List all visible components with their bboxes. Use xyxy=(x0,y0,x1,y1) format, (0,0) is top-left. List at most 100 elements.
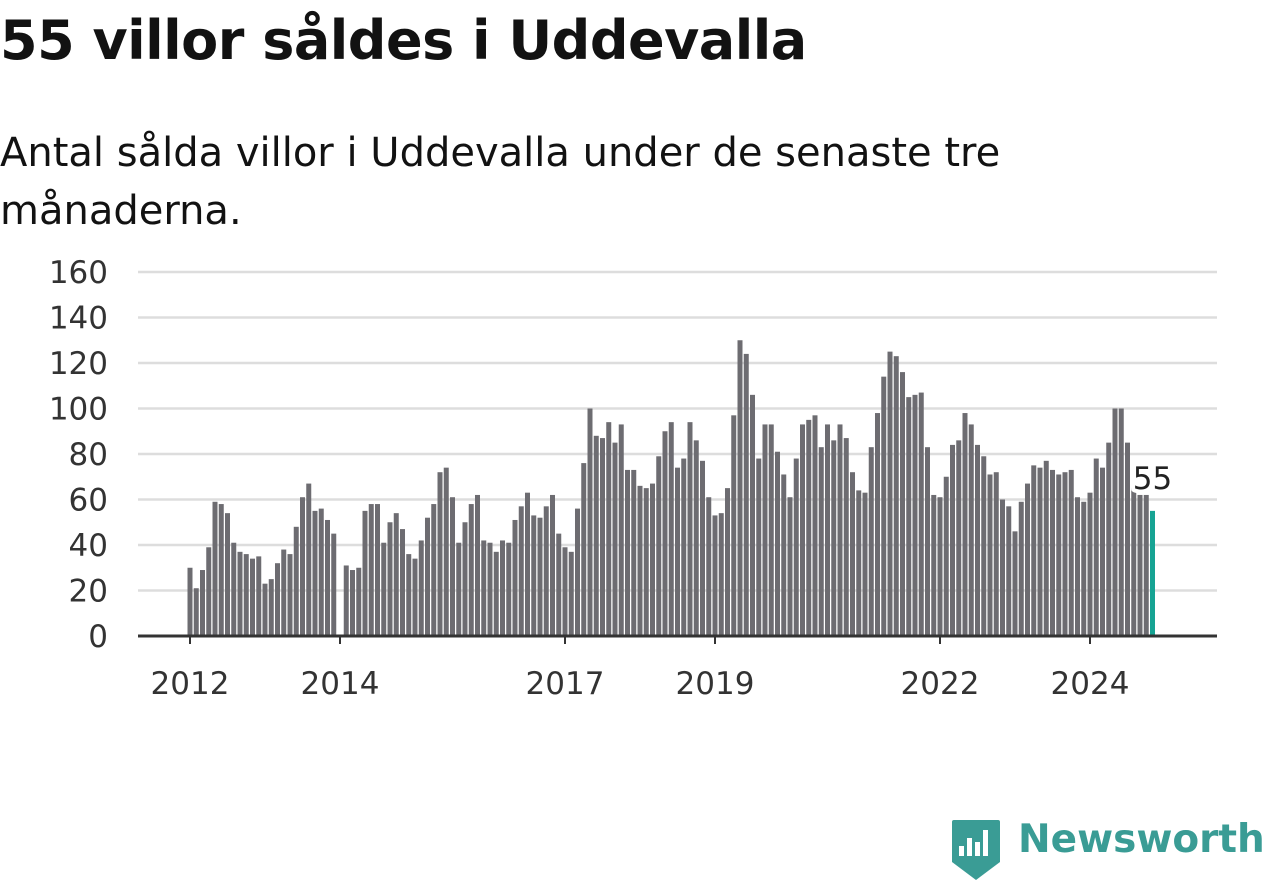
bar xyxy=(793,458,799,636)
bar xyxy=(937,497,943,636)
bar xyxy=(1031,465,1037,636)
bar xyxy=(1025,483,1030,636)
bar-highlight xyxy=(1150,510,1155,636)
bar xyxy=(637,485,643,636)
x-tick-label: 2017 xyxy=(526,666,605,702)
bar xyxy=(237,551,243,636)
bar xyxy=(981,456,987,636)
bar xyxy=(506,542,512,636)
bar xyxy=(1112,408,1118,636)
bar xyxy=(787,497,793,636)
bar xyxy=(1062,472,1068,636)
bar xyxy=(225,513,230,636)
bar xyxy=(956,440,962,636)
bar xyxy=(393,513,399,636)
y-tick-label: 160 xyxy=(49,255,108,291)
bar xyxy=(531,515,537,636)
bar xyxy=(537,517,543,636)
bar xyxy=(906,397,912,636)
bar xyxy=(450,497,455,636)
x-axis-ticks: 2012 2014 2017 2019 2022 2024 xyxy=(151,636,1129,702)
bar xyxy=(731,415,737,636)
bar xyxy=(375,504,380,636)
bar xyxy=(362,510,368,636)
x-tick-label: 2019 xyxy=(676,666,755,702)
bar xyxy=(725,488,730,636)
bar xyxy=(893,356,899,636)
bar xyxy=(487,542,493,636)
bar xyxy=(750,394,755,636)
bar xyxy=(625,469,630,636)
bar xyxy=(200,570,205,636)
bar xyxy=(468,504,474,636)
bar xyxy=(693,440,699,636)
bar xyxy=(581,463,587,636)
bar xyxy=(800,424,805,636)
bar xyxy=(381,542,387,636)
bar xyxy=(256,556,262,636)
bar xyxy=(643,488,649,636)
bar xyxy=(843,438,849,636)
bar xyxy=(462,522,468,636)
bar xyxy=(737,340,743,636)
bar xyxy=(1006,506,1012,636)
bar xyxy=(281,549,287,636)
y-tick-label: 20 xyxy=(69,574,108,610)
bar xyxy=(612,442,618,636)
bar xyxy=(1100,467,1105,636)
bar xyxy=(368,504,374,636)
bar xyxy=(918,392,924,636)
bar xyxy=(925,447,930,636)
bar xyxy=(768,424,774,636)
bar xyxy=(493,551,499,636)
bar xyxy=(812,415,818,636)
bar xyxy=(343,565,349,636)
y-tick-label: 120 xyxy=(49,346,108,382)
bar xyxy=(218,504,224,636)
bar xyxy=(856,490,862,636)
bar xyxy=(850,472,855,636)
bar xyxy=(687,422,693,636)
bar xyxy=(437,472,443,636)
bar xyxy=(331,533,337,636)
bar xyxy=(1056,474,1062,636)
bar xyxy=(912,394,918,636)
bar xyxy=(1125,442,1130,636)
bar xyxy=(650,483,655,636)
bar xyxy=(1018,501,1024,636)
bar xyxy=(418,540,424,636)
bars xyxy=(187,340,1155,636)
chart-title: 55 villor såldes i Uddevalla xyxy=(0,9,807,72)
bar xyxy=(1137,494,1143,636)
bar xyxy=(206,547,212,636)
bar xyxy=(950,444,955,636)
bar xyxy=(675,467,680,636)
y-tick-label: 40 xyxy=(69,528,108,564)
bar xyxy=(262,583,268,636)
bar xyxy=(387,522,393,636)
bar xyxy=(356,567,362,636)
bar xyxy=(1131,488,1137,636)
bar xyxy=(818,447,824,636)
bar xyxy=(706,497,712,636)
bar xyxy=(606,422,612,636)
bar xyxy=(518,506,524,636)
bar xyxy=(406,554,412,636)
bar-chart-badge-icon xyxy=(952,820,1000,880)
bar xyxy=(525,492,530,636)
bar xyxy=(900,372,905,636)
bar xyxy=(568,551,574,636)
bar xyxy=(781,474,787,636)
bar xyxy=(350,570,355,636)
bar xyxy=(312,510,318,636)
bar xyxy=(775,451,780,636)
bar xyxy=(825,424,830,636)
bar xyxy=(618,424,624,636)
bar xyxy=(556,533,562,636)
bar xyxy=(293,526,299,636)
bar xyxy=(875,413,880,636)
bar xyxy=(1012,531,1018,636)
brand-name: Newsworthy xyxy=(1018,817,1262,862)
bar xyxy=(593,435,599,636)
